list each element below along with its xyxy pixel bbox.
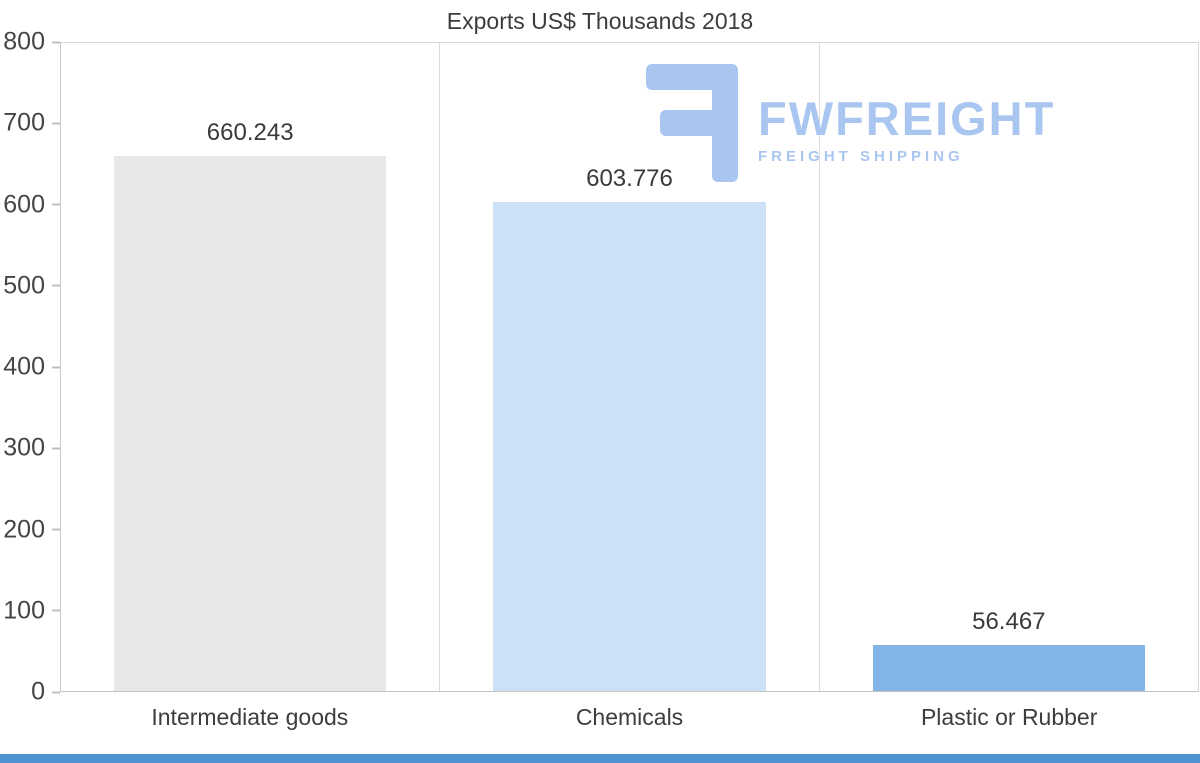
y-tick-mark [52,528,60,531]
bar-plastic-or-rubber [872,645,1146,691]
y-tick-mark [52,691,60,693]
y-tick-label: 100 [3,596,45,625]
x-axis-label-chemicals: Chemicals [575,704,684,730]
y-tick-600: 600 [3,190,60,219]
y-tick-700: 700 [3,109,60,138]
y-tick-mark [52,609,60,612]
plot-area: 660.243 603.776 56.467 [60,42,1199,692]
footer-accent-bar [0,754,1200,763]
category-slot-chemicals: 603.776 [439,43,818,691]
y-tick-label: 800 [3,27,45,56]
value-label-intermediate-goods: 660.243 [206,119,294,147]
y-tick-mark [52,284,60,287]
y-tick-label: 0 [31,677,45,706]
y-tick-mark [52,447,60,450]
y-tick-mark [52,366,60,368]
y-tick-300: 300 [3,434,60,463]
y-tick-mark [52,122,60,125]
y-tick-400: 400 [3,353,60,382]
y-tick-label: 200 [3,515,45,543]
value-label-plastic-or-rubber: 56.467 [972,608,1046,636]
bar-intermediate-goods [113,156,387,691]
y-tick-label: 300 [3,433,45,462]
y-axis: 0 100 200 300 400 500 600 700 800 [0,28,60,706]
bar-chemicals [493,201,766,691]
chart-title: Exports US$ Thousands 2018 [446,8,754,34]
y-tick-200: 200 [3,515,60,544]
x-axis: Intermediate goods Chemicals Plastic or Ru… [60,704,1199,731]
value-label-chemicals: 603.776 [586,164,673,192]
x-axis-label-intermediate-goods: Intermediate goods [151,704,349,730]
y-tick-label: 700 [3,108,45,137]
y-tick-0: 0 [31,678,60,707]
y-tick-mark [52,203,60,206]
y-tick-label: 400 [3,352,45,381]
x-axis-label-plastic-or-rubber: Plastic or Rubber [920,704,1098,730]
category-slot-intermediate-goods: 660.243 [61,43,439,691]
y-tick-mark [52,41,60,43]
y-tick-100: 100 [3,596,60,625]
y-tick-500: 500 [3,271,60,300]
y-tick-800: 800 [3,28,60,57]
y-tick-label: 600 [3,190,45,218]
category-slot-plastic-or-rubber: 56.467 [818,43,1198,691]
y-tick-label: 500 [3,271,45,300]
